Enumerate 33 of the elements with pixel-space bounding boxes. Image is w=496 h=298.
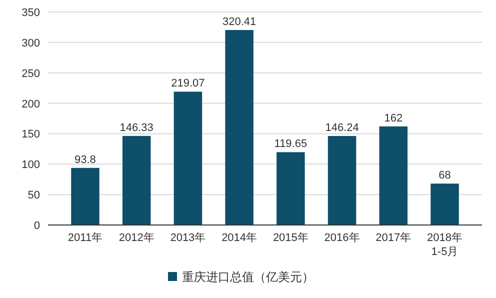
x-tick-label: 2017年: [376, 232, 412, 244]
bar: [276, 152, 305, 225]
data-label: 93.8: [74, 154, 96, 166]
data-label: 119.65: [274, 138, 308, 150]
x-tick-label: 2016年: [324, 232, 360, 244]
bar: [379, 126, 408, 225]
data-label: 146.24: [325, 122, 359, 134]
y-tick-label: 100: [22, 159, 40, 172]
bar: [122, 136, 151, 225]
y-tick-label: 250: [22, 68, 40, 80]
bar: [225, 30, 254, 225]
y-tick-label: 50: [28, 190, 40, 202]
y-tick-label: 150: [22, 128, 40, 141]
y-tick-label: 200: [22, 98, 40, 110]
y-tick-label: 0: [34, 220, 40, 232]
data-label: 68: [438, 170, 451, 182]
y-tick-label: 300: [22, 37, 40, 50]
bar: [430, 184, 459, 225]
bar: [174, 92, 202, 225]
legend-label: 重庆进口总值（亿美元）: [182, 270, 314, 284]
data-label: 146.33: [120, 122, 154, 134]
x-tick-label: 2015年: [272, 232, 308, 244]
data-label: 219.07: [171, 78, 205, 90]
data-label: 320.41: [222, 16, 256, 28]
data-label: 162: [384, 112, 403, 124]
x-tick-label: 2011年: [68, 232, 103, 244]
bar: [328, 136, 356, 225]
y-tick-label: 350: [22, 7, 40, 19]
x-tick-label: 2018年 1-5月: [427, 232, 463, 258]
bar: [71, 168, 100, 225]
x-tick-label: 2012年: [118, 232, 154, 244]
x-tick-label: 2014年: [222, 232, 258, 244]
x-tick-label: 2013年: [170, 232, 206, 244]
